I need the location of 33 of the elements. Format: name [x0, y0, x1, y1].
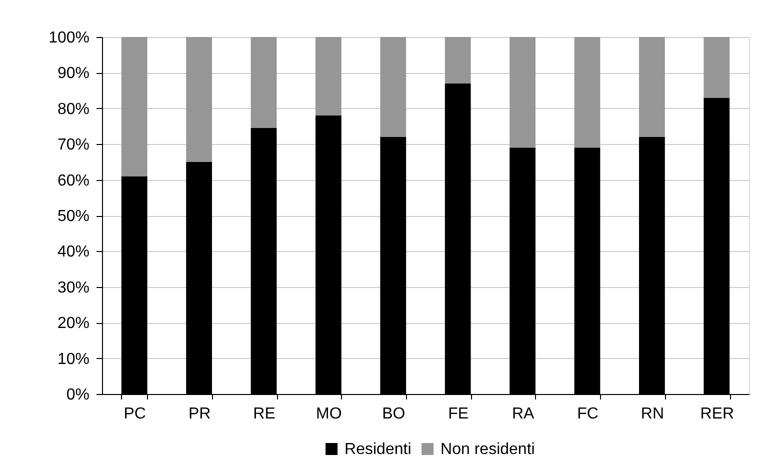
- bar: [186, 37, 212, 162]
- y-tick-label: 20%: [57, 315, 90, 332]
- y-tick-label: 100%: [48, 30, 90, 46]
- y-tick-label: 60%: [57, 172, 90, 190]
- legend-label: Residenti: [344, 441, 412, 458]
- bar: [316, 37, 342, 116]
- x-tick-label: FE: [448, 406, 469, 422]
- bar: [121, 37, 148, 176]
- legend-label: Non residenti: [440, 441, 535, 458]
- bar: [380, 37, 406, 137]
- bar: [704, 37, 730, 98]
- y-tick-label: 10%: [57, 350, 90, 368]
- x-tick-label: MO: [316, 406, 342, 422]
- bar: [639, 37, 665, 137]
- x-tick-label: RE: [253, 406, 276, 422]
- bar: [574, 37, 600, 148]
- x-tick-label: PR: [188, 406, 211, 422]
- y-tick-label: 0%: [66, 386, 90, 404]
- x-tick-label: RER: [700, 406, 734, 422]
- bar: [444, 37, 471, 84]
- y-tick-label: 90%: [57, 65, 90, 82]
- x-tick-label: RN: [640, 406, 664, 422]
- y-tick-label: 70%: [57, 136, 90, 154]
- x-tick-label: FC: [577, 406, 598, 422]
- bar: [510, 37, 536, 148]
- x-tick-label: PC: [124, 406, 146, 422]
- y-tick-label: 30%: [57, 279, 90, 296]
- x-tick-label: BO: [382, 406, 406, 422]
- x-tick-label: RA: [512, 406, 534, 422]
- y-tick-label: 80%: [57, 100, 90, 118]
- y-tick-label: 50%: [57, 208, 90, 225]
- y-tick-label: 40%: [57, 244, 90, 261]
- bar: [250, 37, 277, 128]
